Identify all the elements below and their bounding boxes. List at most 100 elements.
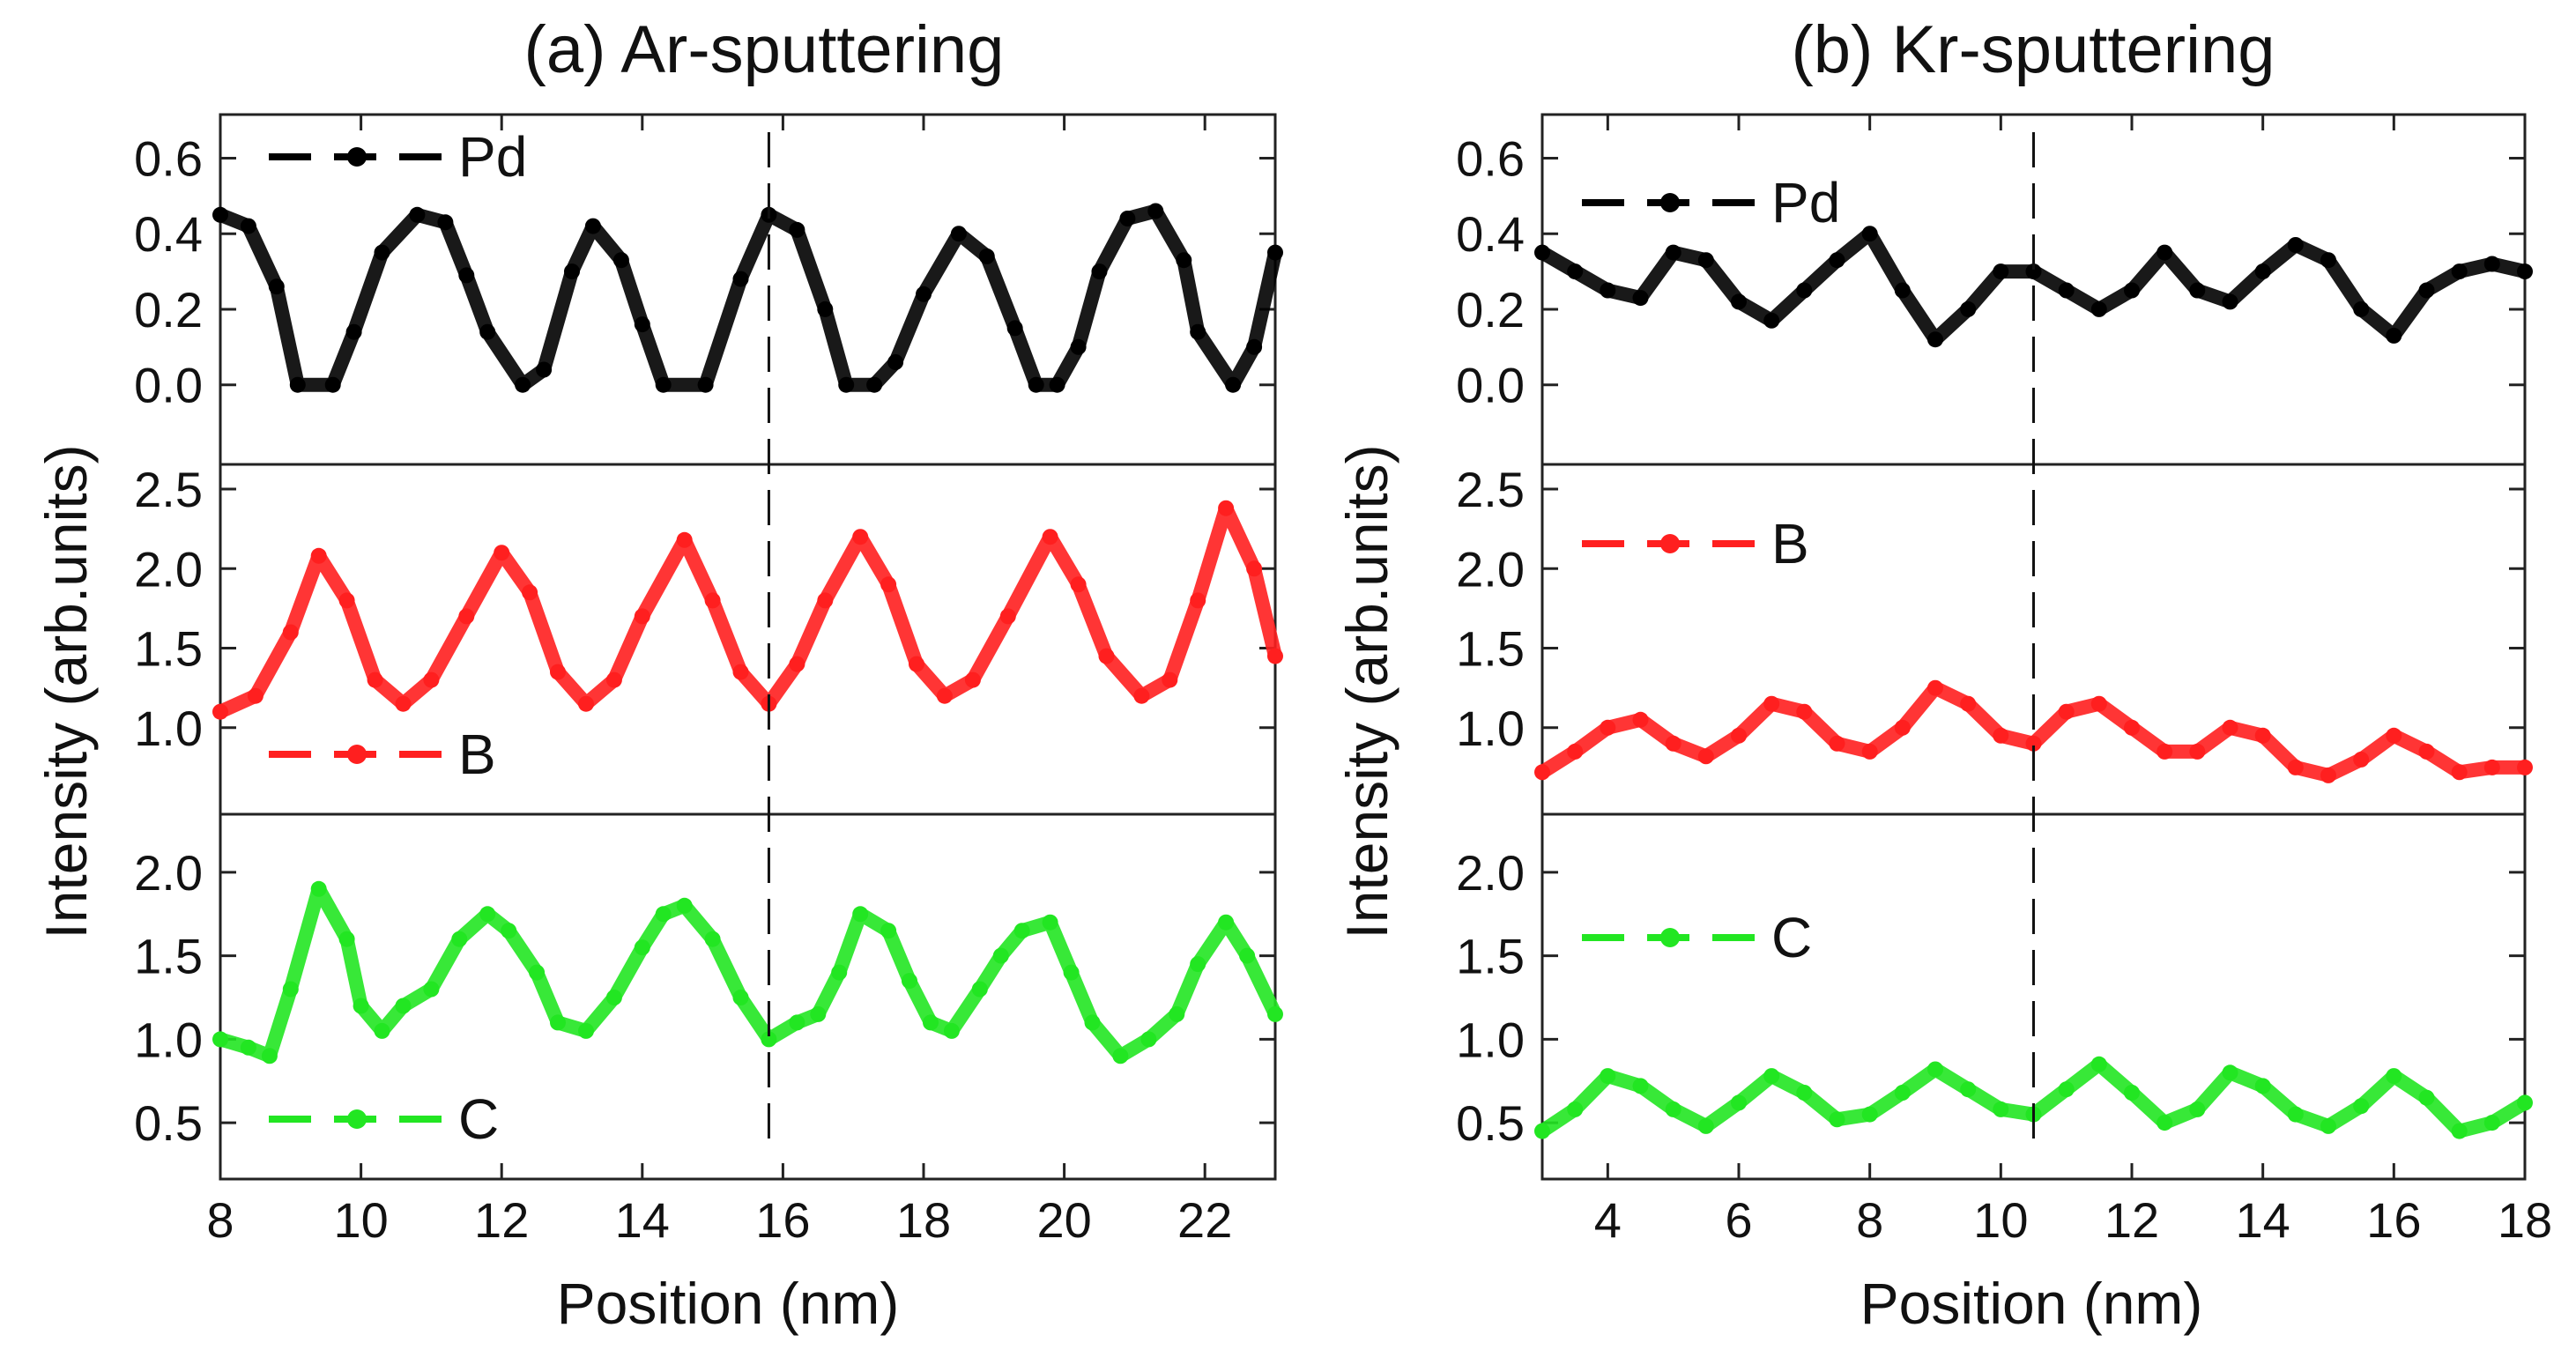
x-tick-label: 10 [333,1192,388,1248]
data-point-b [2058,703,2075,720]
data-point-pd [1225,376,1242,393]
data-point-pd [324,376,341,393]
x-tick-label: 8 [1856,1192,1883,1248]
y-tick-label: 0.5 [1456,1095,1525,1151]
data-point-pd [1861,226,1878,242]
data-point-c [761,1031,777,1048]
data-point-pd [1796,282,1813,299]
data-point-b [1042,529,1058,545]
data-point-c [1140,1031,1157,1048]
data-point-c [1829,1111,1845,1128]
legend-label-c: C [1771,906,1812,969]
data-point-b [1567,743,1584,760]
y-tick-label: 2.0 [134,541,203,597]
data-point-b [2353,751,2370,768]
data-point-b [367,671,383,688]
y-tick-label: 1.5 [134,621,203,677]
x-tick-label: 12 [2105,1192,2159,1248]
data-point-pd [887,354,904,370]
data-point-c [1190,956,1206,973]
chart-a-xlabel: Position (nm) [557,1271,900,1336]
data-point-b [936,687,953,704]
data-point-c [1665,1101,1681,1117]
data-point-c [1796,1085,1813,1101]
data-point-pd [2124,282,2140,299]
data-point-c [732,990,749,1005]
data-point-pd [1534,244,1550,261]
data-point-pd [1176,252,1192,269]
legend-marker-b [347,745,367,764]
data-point-b [2090,695,2107,712]
data-point-pd [437,214,454,231]
data-point-pd [1246,338,1263,355]
data-point-c [2320,1117,2336,1134]
y-tick-label: 1.5 [134,929,203,984]
data-point-c [423,981,440,998]
data-point-c [1063,964,1080,981]
panel-b: 1.0 1.5 2.0 2.5 B [134,462,1283,816]
data-point-b [634,608,650,625]
data-point-pd [2222,293,2238,310]
x-tick-label: 10 [1973,1192,2028,1248]
data-point-pd [1006,320,1023,337]
data-point-c [655,906,672,923]
panel-frame [219,812,1277,1181]
legend-label-pd: Pd [458,125,527,189]
data-point-pd [1600,282,1616,299]
series-line-pd [213,204,1282,392]
data-point-b [1246,560,1263,577]
data-point-c [831,964,848,981]
data-point-pd [2353,300,2370,317]
data-point-b [1162,671,1178,688]
y-tick-label: 0.2 [1456,282,1525,338]
data-point-c [578,1022,594,1039]
legend-label-b: B [1771,512,1809,575]
legend-label-c: C [458,1087,499,1151]
legend-marker-c [347,1109,367,1129]
legend-label-pd: Pd [1771,171,1840,234]
data-point-b [2025,735,2042,752]
data-point-c [1993,1101,2009,1117]
data-point-b [578,695,594,712]
data-point-c [1218,914,1235,931]
data-point-c [1169,1005,1185,1022]
data-point-c [810,1005,827,1022]
data-point-pd [1829,252,1845,269]
data-point-pd [1993,263,2009,280]
data-point-pd [1049,376,1065,393]
y-tick-label: 0.4 [1456,206,1525,262]
y-tick-label: 0.6 [1456,130,1525,186]
data-point-b [732,664,749,680]
data-point-c [1567,1101,1584,1117]
data-point-c [852,906,869,923]
data-point-pd [817,300,834,317]
data-point-b [1190,592,1206,609]
data-point-c [923,1014,939,1031]
data-point-c [880,923,897,939]
data-point-pd [916,286,932,302]
data-point-pd [612,252,629,269]
data-point-pd [2287,237,2304,253]
y-tick-label: 1.5 [1456,621,1525,677]
data-point-c [2517,1094,2533,1111]
data-point-c [605,990,622,1005]
data-point-b [1829,735,1845,752]
x-tick-label: 14 [2236,1192,2290,1248]
y-tick-label: 0.0 [134,358,203,413]
y-tick-label: 1.5 [1456,929,1525,984]
data-point-b [1218,500,1235,516]
x-tick-label: 18 [2498,1192,2552,1248]
data-point-b [852,529,869,545]
data-point-pd [1632,290,1649,307]
data-point-c [240,1039,256,1056]
data-point-c [1697,1117,1714,1134]
data-point-c [943,1022,960,1039]
data-point-c [1013,923,1030,939]
y-tick-label: 1.0 [1456,1012,1525,1067]
data-point-pd [950,226,967,242]
data-point-c [971,981,988,998]
x-tick-label: 12 [474,1192,529,1248]
data-point-c [1267,1005,1283,1022]
data-point-pd [2517,263,2533,280]
y-tick-label: 0.5 [134,1095,203,1151]
